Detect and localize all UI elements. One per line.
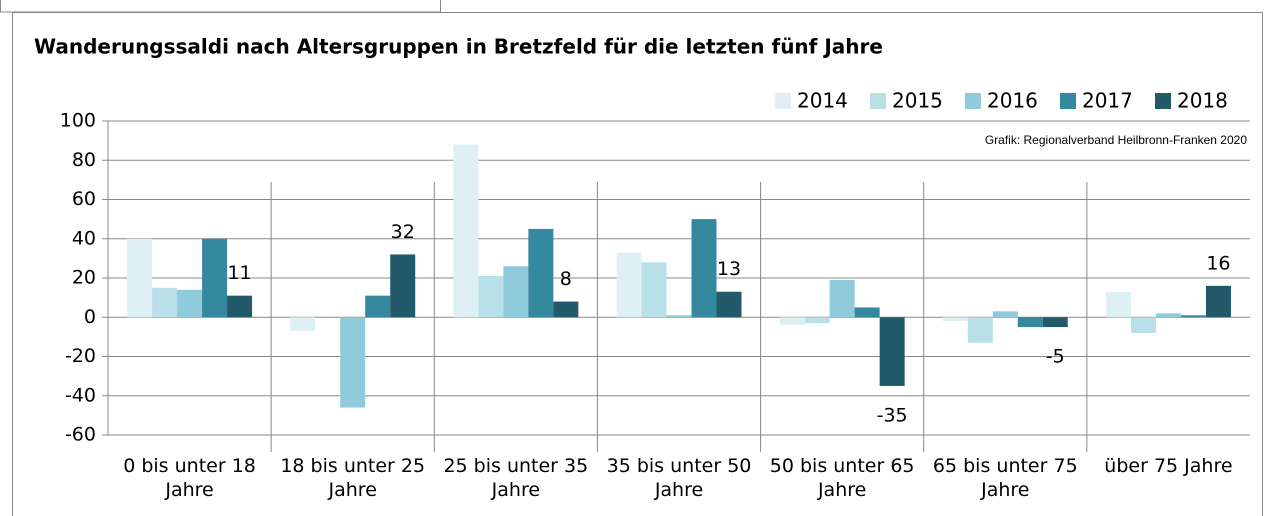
bar [202,238,228,318]
legend-swatch [1155,93,1171,109]
bar [779,317,805,326]
legend-label: 2016 [987,89,1038,113]
x-tick-label: 0 bis unter 18 Jahre [123,455,256,501]
bar [829,279,855,318]
y-tick-label: -40 [65,384,96,406]
bar [290,317,316,331]
bar [1180,315,1206,318]
bar [177,289,203,318]
x-tick-label: 25 bis unter 35 Jahre [443,455,589,501]
data-label: -5 [1046,346,1065,368]
x-tick-label: 18 bis unter 25 Jahre [280,455,426,501]
data-label: 16 [1206,252,1230,274]
bar [390,254,416,318]
legend-label: 2017 [1082,89,1133,113]
x-tick-label: 65 bis unter 75 Jahre [932,455,1078,501]
y-tick-label: 80 [72,149,96,171]
legend-swatch [965,93,981,109]
y-tick-label: 40 [72,227,96,249]
bar [879,317,905,386]
data-label: 8 [560,268,572,290]
y-tick-label: 60 [72,188,96,210]
bar [553,301,579,318]
legend-swatch [775,93,791,109]
bar [942,317,968,322]
bar [854,307,880,318]
bar [716,291,742,318]
bar [1105,291,1131,318]
bar [691,219,717,318]
data-label: -35 [877,404,908,426]
y-tick-label: -60 [65,424,96,446]
chart-title: Wanderungssaldi nach Altersgruppen in Br… [34,35,883,59]
data-label: 13 [717,258,741,280]
x-tick-label: 50 bis unter 65 Jahre [769,455,915,501]
bar [1042,317,1068,328]
legend-label: 2015 [892,89,943,113]
bar [616,252,642,318]
y-tick-label: 0 [84,306,96,328]
y-tick-label: -20 [65,345,96,367]
bar [127,238,153,318]
bar [365,295,391,318]
bar [1155,313,1181,318]
y-tick-label: 20 [72,267,96,289]
legend-swatch [870,93,886,109]
bar [528,228,554,318]
bar [641,262,667,318]
bar [1205,285,1231,318]
data-label: 32 [391,221,415,243]
source-note: Grafik: Regionalverband Heilbronn-Franke… [985,133,1247,147]
bar [1130,317,1156,333]
bar [804,317,830,324]
y-tick-label: 100 [60,110,96,132]
top-box [0,0,441,13]
bar [992,311,1018,318]
bar [503,266,529,318]
legend-label: 2018 [1177,89,1228,113]
data-label: 11 [227,262,251,284]
bar [1017,317,1043,328]
bar [478,276,504,318]
bar [227,295,253,318]
bar [340,317,366,408]
legend-label: 2014 [797,89,848,113]
legend-swatch [1060,93,1076,109]
bar [967,317,993,343]
bar [152,287,178,318]
x-tick-label: 35 bis unter 50 Jahre [606,455,752,501]
bar [453,144,479,318]
bar [666,315,692,318]
x-tick-label: über 75 Jahre [1104,455,1233,477]
